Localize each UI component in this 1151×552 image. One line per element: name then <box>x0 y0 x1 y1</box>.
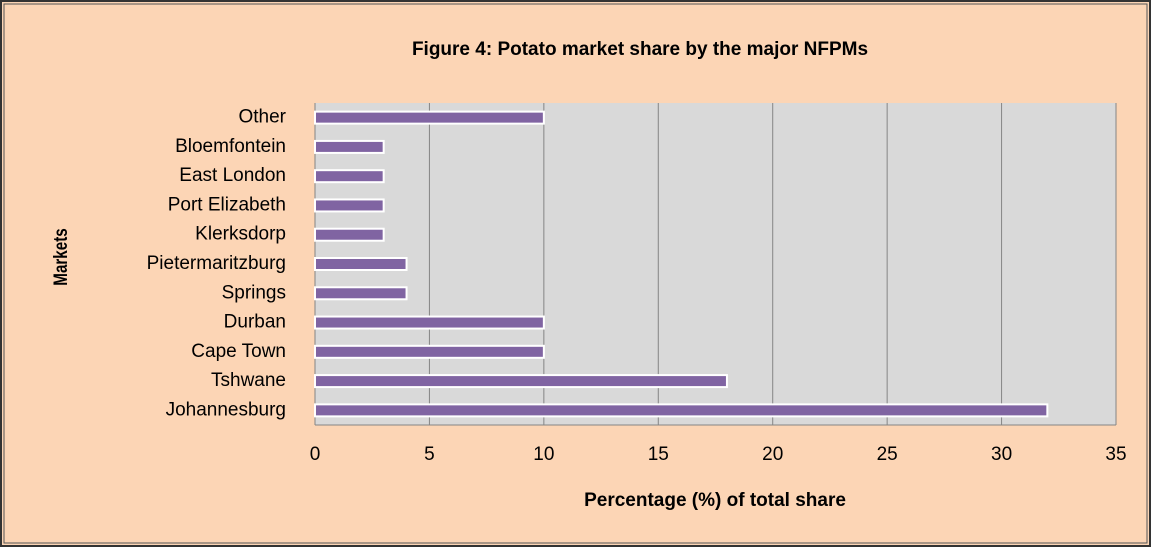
y-tick-label: Klerksdorp <box>195 224 286 245</box>
bar <box>314 227 385 242</box>
y-tick-label: Bloemfontein <box>175 136 286 157</box>
bar <box>314 139 385 154</box>
bar <box>314 286 408 301</box>
y-tick-label: Durban <box>224 312 286 333</box>
y-tick-label: Pietermaritzburg <box>147 253 286 274</box>
x-tick-label: 5 <box>424 444 435 465</box>
x-tick-label: 25 <box>877 444 898 465</box>
bar <box>314 403 1049 418</box>
bar <box>314 257 408 271</box>
chart-frame <box>3 3 1148 544</box>
x-tick-label: 0 <box>310 444 321 465</box>
y-tick-label: Port Elizabeth <box>168 194 286 215</box>
y-axis-label: Markets <box>49 228 71 285</box>
x-tick-label: 20 <box>762 444 783 465</box>
bar <box>314 110 545 125</box>
x-axis-label: Percentage (%) of total share <box>584 490 846 511</box>
bar <box>314 344 545 359</box>
y-tick-label: Johannesburg <box>166 399 286 420</box>
bar <box>314 315 545 330</box>
plot-area <box>315 103 1116 425</box>
chart-title: Figure 4: Potato market share by the maj… <box>412 39 868 60</box>
y-tick-label: Cape Town <box>191 341 286 362</box>
x-tick-label: 15 <box>648 444 669 465</box>
x-tick-label: 10 <box>533 444 554 465</box>
bar <box>314 169 385 184</box>
y-tick-label: Tshwane <box>211 370 286 391</box>
y-tick-label: Springs <box>222 282 286 303</box>
y-tick-label: Other <box>238 107 286 128</box>
y-tick-label: East London <box>179 165 286 186</box>
x-tick-label: 35 <box>1105 444 1126 465</box>
bar <box>314 198 385 213</box>
x-tick-label: 30 <box>991 444 1012 465</box>
bar <box>314 374 728 389</box>
